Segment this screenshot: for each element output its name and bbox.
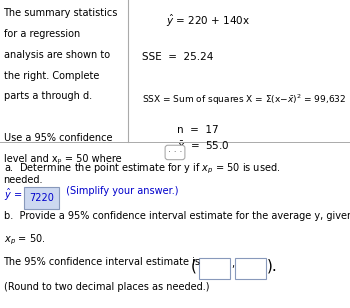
FancyBboxPatch shape xyxy=(25,187,59,209)
Text: $x_p$ = 50.: $x_p$ = 50. xyxy=(4,233,45,247)
Text: n  =  17: n = 17 xyxy=(177,125,218,135)
Text: SSX = Sum of squares X = $\Sigma$(x$-\bar{x})^2$ = 99,632: SSX = Sum of squares X = $\Sigma$(x$-\ba… xyxy=(142,92,346,107)
Text: the right. Complete: the right. Complete xyxy=(4,71,99,80)
FancyBboxPatch shape xyxy=(235,258,266,279)
Text: b.  Provide a 95% confidence interval estimate for the average y, given: b. Provide a 95% confidence interval est… xyxy=(4,211,350,221)
Text: Use a 95% confidence: Use a 95% confidence xyxy=(4,133,112,143)
Text: $\hat{y}$ = 220 + 140x: $\hat{y}$ = 220 + 140x xyxy=(166,12,251,29)
Text: (Round to two decimal places as needed.): (Round to two decimal places as needed.) xyxy=(4,282,209,292)
Text: 7220: 7220 xyxy=(29,193,54,203)
Text: SSE  =  25.24: SSE = 25.24 xyxy=(142,52,213,62)
Text: for a regression: for a regression xyxy=(4,29,80,38)
Text: ).: ). xyxy=(266,259,277,274)
Text: parts a through d.: parts a through d. xyxy=(4,91,92,101)
Text: needed.: needed. xyxy=(4,175,43,185)
Text: ,: , xyxy=(231,259,234,269)
Text: analysis are shown to: analysis are shown to xyxy=(4,50,110,59)
Text: (Simplify your answer.): (Simplify your answer.) xyxy=(63,186,178,196)
Text: a.  Determine the point estimate for y if $x_p$ = 50 is used.: a. Determine the point estimate for y if… xyxy=(4,162,280,176)
Text: $\bar{x}$  =  55.0: $\bar{x}$ = 55.0 xyxy=(177,140,229,152)
Text: (: ( xyxy=(191,259,197,274)
Text: · · ·: · · · xyxy=(168,148,182,157)
Text: The 95% confidence interval estimate is: The 95% confidence interval estimate is xyxy=(4,257,201,267)
FancyBboxPatch shape xyxy=(199,258,230,279)
Text: level and xₚ = 50 where: level and xₚ = 50 where xyxy=(4,154,121,164)
Text: The summary statistics: The summary statistics xyxy=(4,8,118,18)
Text: $\hat{y}$ =: $\hat{y}$ = xyxy=(4,186,23,203)
